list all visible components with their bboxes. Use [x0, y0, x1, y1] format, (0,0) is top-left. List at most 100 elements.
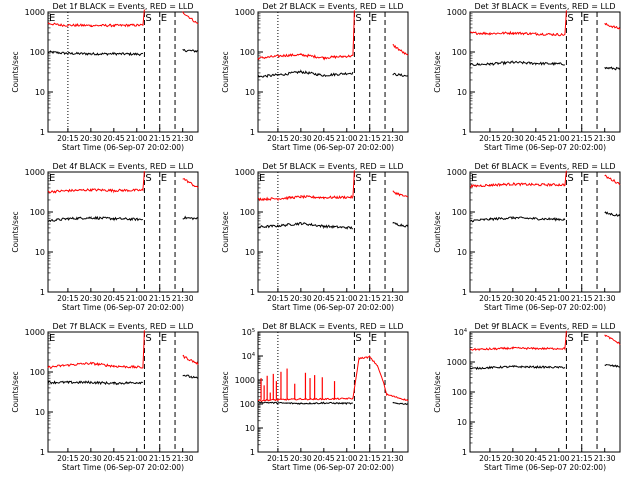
x-tick-label: 21:15 — [571, 134, 593, 143]
x-axis-title: Start Time (06-Sep-07 20:02:00) — [272, 303, 394, 312]
panel-title: Det 5f BLACK = Events, RED = LLD — [262, 162, 403, 171]
x-tick-label: 20:45 — [313, 294, 335, 303]
y-tick-label: 100 — [240, 48, 255, 57]
x-tick-label: 20:30 — [80, 134, 102, 143]
y-tick-label: 1 — [462, 448, 467, 457]
series-events — [47, 48, 199, 57]
x-tick-label: 20:45 — [103, 454, 125, 463]
series-events — [47, 215, 199, 223]
series-lld — [469, 330, 621, 351]
series-events — [257, 221, 409, 230]
y-tick-label: 100 — [452, 48, 467, 57]
y-tick-label: 100 — [240, 400, 255, 409]
y-tick-label: 100 — [452, 208, 467, 217]
time-marker-label: S — [567, 13, 573, 24]
x-tick-label: 21:00 — [336, 134, 358, 143]
y-axis-label: Counts/sec — [11, 211, 20, 252]
y-tick-label: 1000 — [447, 358, 467, 367]
x-tick-label: 20:45 — [103, 134, 125, 143]
series-lld — [469, 10, 621, 37]
x-tick-label: 20:30 — [502, 294, 524, 303]
panel-det-8: Det 8f BLACK = Events, RED = LLD 1 10 100 10… — [221, 322, 409, 472]
panel-title: Det 6f BLACK = Events, RED = LLD — [474, 162, 615, 171]
x-tick-label: 20:15 — [267, 294, 289, 303]
plot-frame — [257, 331, 409, 453]
y-tick-label: 10 — [35, 248, 45, 257]
y-axis-label: Counts/sec — [221, 211, 230, 252]
y-tick-label: 10 — [245, 424, 255, 433]
x-tick-label: 21:30 — [382, 294, 404, 303]
y-axis-label: Counts/sec — [433, 51, 442, 92]
y-axis-label: Counts/sec — [433, 371, 442, 412]
x-tick-label: 21:15 — [149, 294, 171, 303]
x-tick-label: 20:30 — [80, 294, 102, 303]
time-marker-label: E — [583, 13, 589, 24]
time-marker-label: S — [145, 333, 151, 344]
panel-det-9: Det 9f BLACK = Events, RED = LLD 1 10 100 10… — [433, 322, 621, 472]
time-marker-label: S — [567, 333, 573, 344]
x-tick-label: 20:15 — [267, 134, 289, 143]
x-tick-label: 20:30 — [502, 454, 524, 463]
x-tick-label: 21:30 — [594, 134, 616, 143]
series-events — [469, 60, 621, 71]
y-axis-label: Counts/sec — [221, 371, 230, 412]
x-tick-label: 21:15 — [571, 294, 593, 303]
y-tick-label: 1 — [462, 288, 467, 297]
y-tick-label: 1000 — [447, 8, 467, 17]
y-tick-label: 1000 — [235, 168, 255, 177]
plot-frame — [257, 11, 409, 133]
time-marker-label: E — [583, 173, 589, 184]
time-marker-label: E — [49, 13, 55, 24]
y-tick-label: 1000 — [25, 168, 45, 177]
y-tick-label: 1 — [250, 288, 255, 297]
x-axis-title: Start Time (06-Sep-07 20:02:00) — [484, 463, 606, 472]
y-tick-label: 1 — [40, 448, 45, 457]
x-tick-label: 21:30 — [172, 134, 194, 143]
y-tick-label: 1 — [40, 288, 45, 297]
x-tick-label: 21:15 — [149, 134, 171, 143]
y-tick-label: 1000 — [25, 8, 45, 17]
panel-det-7: Det 7f BLACK = Events, RED = LLD 1 10 100 10… — [11, 322, 199, 472]
series-lld — [47, 330, 199, 369]
panel-title: Det 8f BLACK = Events, RED = LLD — [262, 322, 403, 331]
x-axis-title: Start Time (06-Sep-07 20:02:00) — [272, 143, 394, 152]
series-lld — [257, 10, 409, 61]
panel-title: Det 9f BLACK = Events, RED = LLD — [474, 322, 615, 331]
panel-title: Det 7f BLACK = Events, RED = LLD — [52, 322, 193, 331]
time-marker-label: E — [161, 333, 167, 344]
y-tick-label: 104 — [242, 352, 255, 361]
x-axis-title: Start Time (06-Sep-07 20:02:00) — [484, 143, 606, 152]
x-tick-label: 20:45 — [313, 134, 335, 143]
panel-det-4: Det 4f BLACK = Events, RED = LLD 1 10 100 10… — [11, 162, 199, 312]
series-lld — [257, 354, 409, 402]
x-tick-label: 20:45 — [313, 454, 335, 463]
panel-det-6: Det 6f BLACK = Events, RED = LLD 1 10 100 10… — [433, 162, 621, 312]
x-axis-title: Start Time (06-Sep-07 20:02:00) — [62, 463, 184, 472]
series-lld — [257, 170, 409, 202]
series-lld — [47, 171, 199, 194]
y-tick-exponent: 5 — [252, 328, 255, 334]
y-axis-label: Counts/sec — [221, 51, 230, 92]
time-marker-label: E — [49, 333, 55, 344]
y-tick-label: 1000 — [235, 8, 255, 17]
panel-title: Det 3f BLACK = Events, RED = LLD — [474, 2, 615, 11]
x-tick-label: 21:30 — [172, 454, 194, 463]
x-tick-label: 21:00 — [548, 454, 570, 463]
x-tick-label: 21:00 — [336, 294, 358, 303]
y-tick-label: 100 — [452, 388, 467, 397]
series-lld — [469, 170, 621, 188]
time-marker-label: E — [49, 173, 55, 184]
time-marker-label: S — [355, 173, 361, 184]
series-events — [257, 69, 409, 78]
y-tick-label: 10 — [457, 418, 467, 427]
panel-det-1: Det 1f BLACK = Events, RED = LLD 1 10 100 10… — [11, 2, 199, 152]
x-tick-label: 21:15 — [359, 454, 381, 463]
y-tick-label: 1 — [462, 128, 467, 137]
x-tick-label: 21:00 — [548, 134, 570, 143]
y-tick-label: 10 — [457, 248, 467, 257]
series-events — [47, 374, 199, 386]
x-tick-label: 20:30 — [502, 134, 524, 143]
y-tick-label: 1 — [40, 128, 45, 137]
y-tick-label: 10 — [457, 88, 467, 97]
panel-title: Det 1f BLACK = Events, RED = LLD — [52, 2, 193, 11]
